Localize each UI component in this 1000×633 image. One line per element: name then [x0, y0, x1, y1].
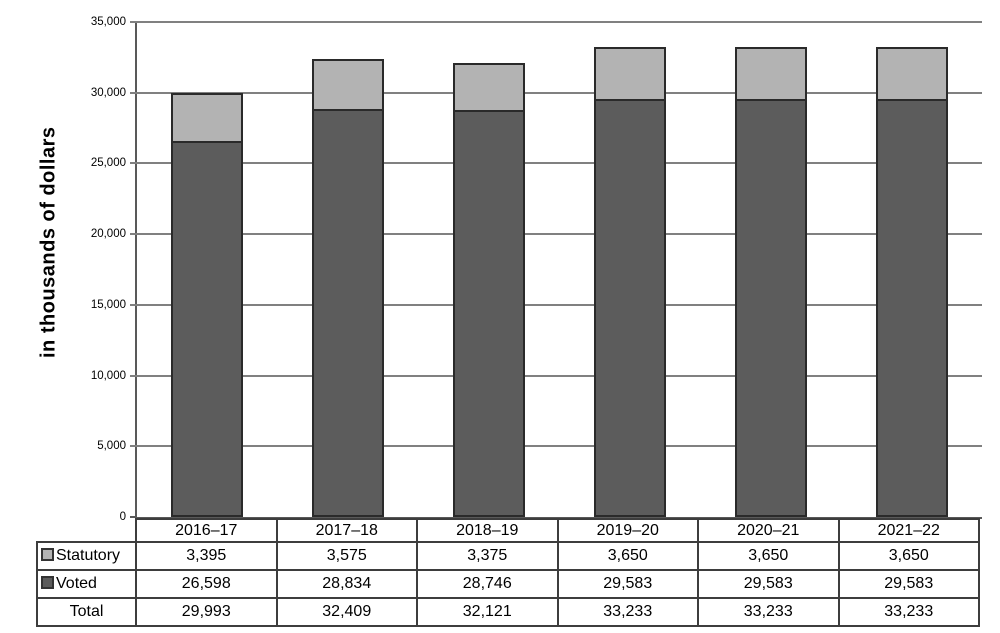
bar-segment-statutory-2018-19 — [453, 63, 525, 112]
x-category-label-2020-21: 2020–21 — [697, 518, 840, 543]
gridline-35000 — [130, 21, 982, 23]
gridline-20000 — [130, 233, 982, 236]
value-cell-statutory-2020-21: 3,650 — [697, 541, 840, 571]
label-cell-total: Total — [36, 597, 137, 627]
y-tick-label-30-000: 30,000 — [90, 86, 126, 99]
bar-segment-statutory-2017-18 — [312, 59, 384, 111]
x-category-label-2019-20: 2019–20 — [556, 518, 699, 543]
value-cell-total-2018-19: 32,121 — [416, 597, 559, 627]
data-table-body: 2016–17 2017–18 2018–19 2019–20 2020–21 2021–… — [36, 518, 980, 627]
table-blank-cell — [37, 519, 136, 542]
bar-segment-statutory-2021-22 — [876, 47, 948, 101]
table-row-total: Total 29,993 32,409 32,121 33,233 33,233 33,23… — [36, 597, 980, 627]
value-cell-total-2021-22: 33,233 — [837, 597, 980, 627]
y-tick-label-10-000: 10,000 — [90, 369, 126, 382]
x-category-label-2018-19: 2018–19 — [416, 518, 559, 543]
bar-segment-statutory-2016-17 — [171, 93, 243, 143]
row-label-statutory: Statutory — [56, 547, 121, 564]
legend-swatch-voted-icon — [41, 576, 54, 589]
gridline-25000 — [130, 162, 982, 165]
value-cell-total-2020-21: 33,233 — [697, 597, 840, 627]
value-cell-voted-2016-17: 26,598 — [135, 569, 278, 599]
label-cell-voted: Voted — [36, 569, 137, 599]
y-tick-label-5-000: 5,000 — [97, 440, 126, 453]
data-table: 2016–17 2017–18 2018–19 2019–20 2020–21 2021–… — [36, 518, 980, 627]
legend-swatch-statutory-icon — [41, 548, 54, 561]
table-row-years: 2016–17 2017–18 2018–19 2019–20 2020–21 2021–… — [37, 518, 980, 543]
value-cell-total-2016-17: 29,993 — [135, 597, 278, 627]
value-cell-voted-2018-19: 28,746 — [416, 569, 559, 599]
y-tick-label-35-000: 35,000 — [90, 16, 126, 28]
value-cell-voted-2017-18: 28,834 — [275, 569, 418, 599]
table-row-statutory: Statutory 3,395 3,575 3,375 3,650 3,650 3,650 — [36, 541, 980, 571]
bar-segment-voted-2021-22 — [876, 99, 948, 517]
gridline-30000 — [130, 91, 982, 94]
bar-segment-statutory-2020-21 — [735, 47, 807, 101]
y-tick-label-20-000: 20,000 — [90, 228, 126, 241]
bar-segment-statutory-2019-20 — [594, 47, 666, 101]
plot-area — [130, 21, 982, 519]
label-cell-statutory: Statutory — [36, 541, 137, 571]
y-tick-label-0: 0 — [119, 511, 126, 523]
bar-segment-voted-2017-18 — [312, 109, 384, 517]
y-tick-label-25-000: 25,000 — [90, 157, 126, 170]
value-cell-statutory-2019-20: 3,650 — [556, 541, 699, 571]
gridline-5000 — [130, 445, 982, 448]
x-category-label-2016-17: 2016–17 — [135, 518, 278, 543]
row-label-total: Total — [69, 603, 104, 620]
value-cell-voted-2020-21: 29,583 — [697, 569, 840, 599]
zero-tick-mark — [130, 516, 137, 518]
bar-segment-voted-2018-19 — [453, 110, 525, 517]
bar-segment-voted-2019-20 — [594, 99, 666, 517]
bar-segment-voted-2016-17 — [171, 141, 243, 517]
value-cell-statutory-2021-22: 3,650 — [837, 541, 980, 571]
table-row-voted: Voted 26,598 28,834 28,746 29,583 29,583 29,58… — [36, 569, 980, 599]
value-cell-total-2019-20: 33,233 — [556, 597, 699, 627]
value-cell-statutory-2017-18: 3,575 — [275, 541, 418, 571]
value-cell-voted-2021-22: 29,583 — [837, 569, 980, 599]
value-cell-total-2017-18: 32,409 — [275, 597, 418, 627]
value-cell-statutory-2018-19: 3,375 — [416, 541, 559, 571]
row-label-voted: Voted — [56, 575, 97, 592]
x-category-label-2021-22: 2021–22 — [837, 518, 980, 543]
gridline-10000 — [130, 374, 982, 377]
bar-segment-voted-2020-21 — [735, 99, 807, 517]
x-category-label-2017-18: 2017–18 — [275, 518, 418, 543]
y-tick-label-15-000: 15,000 — [90, 298, 126, 311]
value-cell-statutory-2016-17: 3,395 — [135, 541, 278, 571]
value-cell-voted-2019-20: 29,583 — [556, 569, 699, 599]
y-axis-tick-labels: 0 5,000 10,000 15,000 20,000 25,000 30,000 35,0… — [0, 16, 126, 523]
gridline-15000 — [130, 303, 982, 306]
